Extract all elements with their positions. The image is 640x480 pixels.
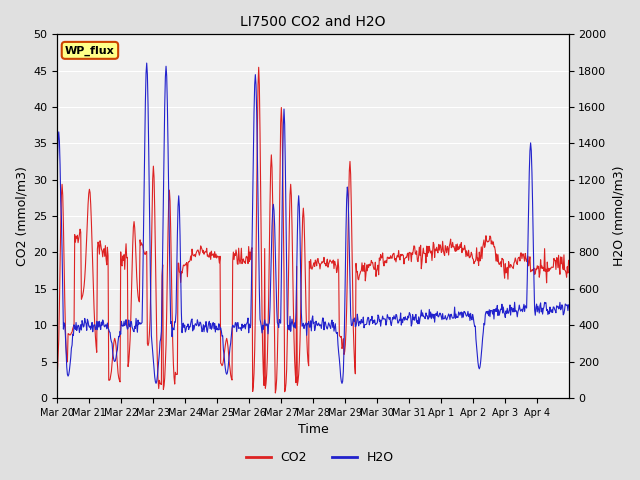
Legend: CO2, H2O: CO2, H2O — [241, 446, 399, 469]
X-axis label: Time: Time — [298, 423, 328, 436]
Y-axis label: H2O (mmol/m3): H2O (mmol/m3) — [612, 166, 625, 266]
Y-axis label: CO2 (mmol/m3): CO2 (mmol/m3) — [15, 166, 28, 266]
Text: WP_flux: WP_flux — [65, 45, 115, 56]
Title: LI7500 CO2 and H2O: LI7500 CO2 and H2O — [240, 15, 386, 29]
